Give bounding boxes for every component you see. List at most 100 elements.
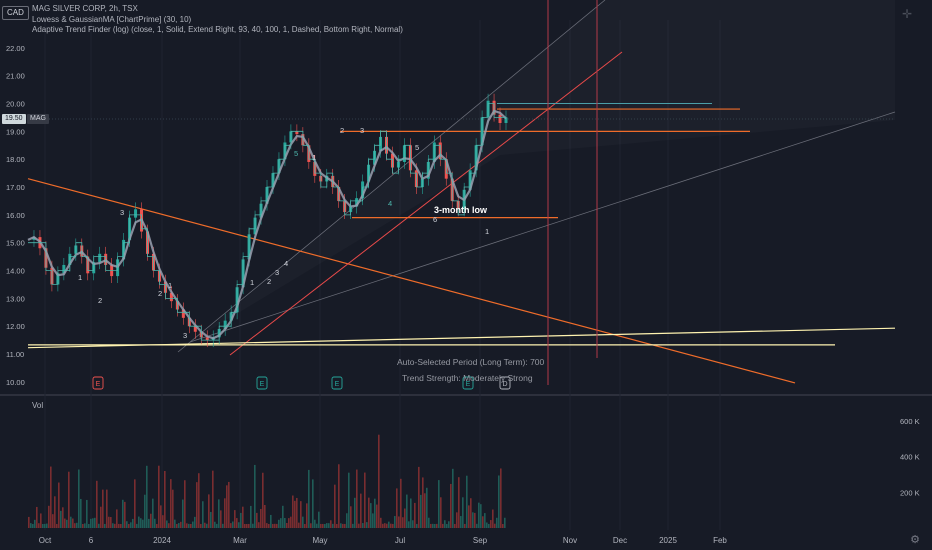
volume-bar (208, 494, 210, 528)
event-marker[interactable] (92, 376, 104, 390)
time-tick-label: May (312, 536, 327, 545)
volume-bar (204, 522, 206, 528)
volume-bar (428, 517, 430, 528)
volume-bar (276, 523, 278, 528)
auto-period-label: Auto-Selected Period (Long Term): 700 (397, 357, 545, 367)
volume-bar (178, 523, 180, 528)
channel-fill (180, 0, 895, 352)
volume-bar (128, 523, 130, 528)
volume-bar (192, 521, 194, 528)
volume-bar (394, 516, 396, 528)
volume-bar (478, 502, 480, 528)
volume-bar (110, 517, 112, 528)
volume-bar (370, 503, 372, 528)
volume-bar (434, 524, 436, 528)
time-tick-label: Dec (613, 536, 627, 545)
volume-bar (284, 517, 286, 528)
volume-bar (118, 523, 120, 528)
volume-bar (116, 509, 118, 528)
volume-bar (302, 516, 304, 528)
volume-bar (152, 498, 154, 528)
volume-bar (248, 523, 250, 528)
volume-bar (180, 521, 182, 528)
volume-bar (270, 514, 272, 528)
volume-bar (414, 502, 416, 528)
event-marker-label: D (502, 381, 507, 388)
wave-label: 3 (120, 208, 124, 217)
price-tick-label: 13.00 (6, 294, 25, 303)
time-tick-label: Oct (39, 536, 52, 545)
gear-icon[interactable]: ⚙ (910, 534, 920, 546)
time-axis: Oct 6 2024 Mar May Jul Sep Nov Dec 2025 Feb (39, 536, 728, 545)
volume-bar (472, 512, 474, 528)
price-tick-label: 22.00 (6, 44, 25, 53)
candle-body (181, 309, 185, 318)
volume-bar (474, 512, 476, 528)
time-tick-label: 2025 (659, 536, 677, 545)
volume-bar (450, 483, 452, 528)
volume-bar (304, 523, 306, 528)
volume-bar (334, 484, 336, 528)
wave-label: 1 (312, 153, 316, 162)
volume-bar (112, 523, 114, 528)
volume-bar (100, 506, 102, 528)
time-tick-label: Jul (395, 536, 405, 545)
volume-bar (262, 472, 264, 528)
volume-bar (470, 498, 472, 528)
volume-bar (430, 523, 432, 528)
volume-bar (252, 523, 254, 528)
volume-bar (412, 520, 414, 528)
volume-tick-label: 600 K (900, 417, 920, 426)
volume-bar (308, 469, 310, 528)
volume-bar (436, 523, 438, 528)
volume-bar (448, 521, 450, 528)
volume-bar (366, 522, 368, 528)
time-tick-label: Mar (233, 536, 247, 545)
volume-bar (294, 500, 296, 528)
volume-bar (50, 466, 52, 528)
currency-badge[interactable]: CAD (2, 6, 29, 20)
volume-bar (340, 523, 342, 528)
volume-bar (330, 520, 332, 528)
volume-bar (212, 470, 214, 528)
price-tick-label: 15.00 (6, 239, 25, 248)
volume-bar (42, 523, 44, 528)
legend-indicator-trend-finder[interactable]: Adaptive Trend Finder (log) (close, 1, S… (32, 25, 403, 34)
event-marker[interactable] (256, 376, 268, 390)
volume-bar (84, 523, 86, 528)
volume-bar (32, 523, 34, 528)
legend-indicator-lowess[interactable]: Lowess & GaussianMA [ChartPrime] (30, 10… (32, 14, 192, 24)
trend-strength-label: Trend Strength: Moderately Strong (402, 373, 533, 383)
crosshair-icon[interactable]: ✛ (901, 7, 912, 21)
event-marker[interactable] (331, 376, 343, 390)
price-tick-label: 16.00 (6, 211, 25, 220)
volume-bar (88, 524, 90, 528)
volume-bar (446, 524, 448, 528)
volume-bar (238, 522, 240, 528)
volume-bar (452, 468, 454, 528)
volume-bar (296, 497, 298, 528)
volume-bar (194, 516, 196, 528)
gaussian-ma-line (28, 103, 506, 341)
volume-bar (486, 522, 488, 528)
event-marker[interactable] (462, 376, 474, 390)
volume-bar (206, 523, 208, 528)
wave-label: 1 (485, 227, 489, 236)
volume-bar (416, 523, 418, 528)
wave-label: 1 (78, 273, 82, 282)
volume-bar (440, 497, 442, 528)
volume-bar (38, 523, 40, 528)
volume-bar (108, 516, 110, 528)
volume-bar (176, 523, 178, 528)
trend-channel (177, 0, 896, 353)
volume-bar (34, 519, 36, 528)
volume-bar (122, 499, 124, 528)
volume-tick-label: 200 K (900, 488, 920, 497)
event-marker[interactable] (499, 376, 511, 390)
wave-label: 3 (183, 331, 187, 340)
volume-bar (442, 523, 444, 528)
volume-bar (124, 501, 126, 528)
volume-bar (166, 520, 168, 528)
volume-bar (288, 518, 290, 528)
